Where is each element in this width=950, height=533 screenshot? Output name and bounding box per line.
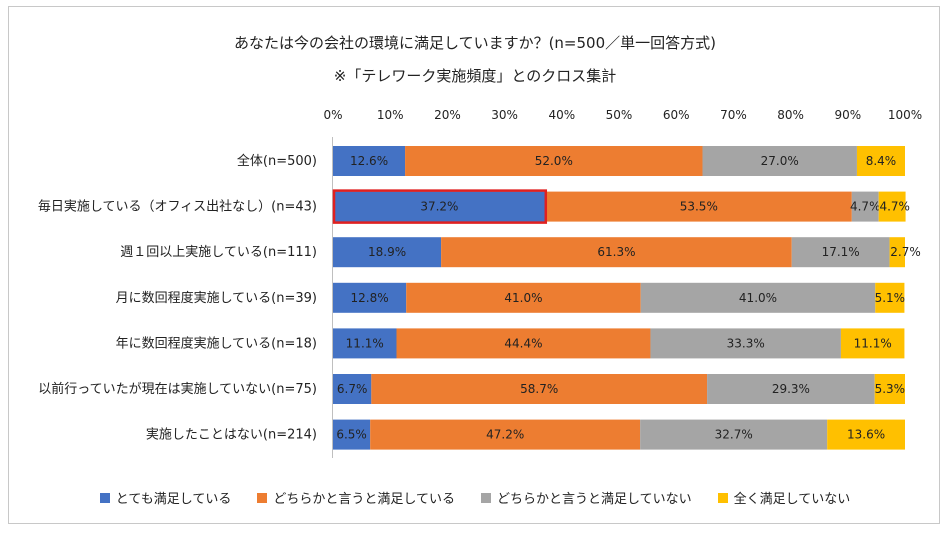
data-label: 4.7% <box>879 200 910 214</box>
data-label: 37.2% <box>420 200 458 214</box>
chart-legend: とても満足している どちらかと言うと満足している どちらかと言うと満足していない 全く… <box>0 488 950 507</box>
bar-segment <box>333 419 371 450</box>
legend-label: 全く満足していない <box>733 492 851 507</box>
data-label: 12.8% <box>351 291 389 305</box>
legend-swatch <box>99 492 110 503</box>
x-tick-label: 40% <box>548 108 575 122</box>
data-label: 18.9% <box>368 245 406 259</box>
data-label: 61.3% <box>597 245 635 259</box>
bar-segment <box>791 237 890 268</box>
legend-item: とても満足している <box>99 488 232 507</box>
x-tick-label: 60% <box>663 108 690 122</box>
chart-title: あなたは今の会社の環境に満足していますか？(n=500／単一回答方式) <box>234 34 716 52</box>
bar-segment <box>640 419 828 450</box>
category-label: 毎日実施している（オフィス出社なし）(n=43) <box>38 199 317 215</box>
bar-segment <box>874 374 905 404</box>
category-label: 以前行っていたが現在は実施していない(n=75) <box>38 381 317 397</box>
legend-label: どちらかと言うと満足している <box>273 492 455 507</box>
x-tick-label: 80% <box>777 108 804 122</box>
data-label: 11.1% <box>854 336 892 350</box>
legend-item: どちらかと言うと満足していない <box>480 488 692 507</box>
bar-segment <box>370 419 641 450</box>
data-label: 12.6% <box>350 154 388 168</box>
category-label: 実施したことはない(n=214) <box>146 427 317 443</box>
legend-swatch <box>717 492 728 503</box>
data-label: 6.5% <box>336 428 367 442</box>
x-tick-label: 70% <box>720 108 747 122</box>
legend-label: とても満足している <box>115 492 232 507</box>
data-label: 5.3% <box>875 382 906 396</box>
bar-segment <box>640 282 876 313</box>
bar-segment <box>333 237 442 268</box>
bar-segment <box>333 191 546 222</box>
bar-segment <box>371 374 708 404</box>
data-label: 29.3% <box>772 382 810 396</box>
bar-segment <box>405 146 703 176</box>
data-label: 47.2% <box>486 428 524 442</box>
data-label: 8.4% <box>866 154 897 168</box>
data-label: 2.7% <box>890 245 921 259</box>
x-tick-label: 10% <box>377 108 404 122</box>
bar-segment <box>441 237 792 268</box>
bar-segment <box>396 328 651 359</box>
data-label: 13.6% <box>847 428 885 442</box>
legend-item: 全く満足していない <box>717 488 851 507</box>
legend-swatch <box>480 492 491 503</box>
category-label: 週１回以上実施している(n=111) <box>120 244 317 260</box>
bar-segment <box>650 328 841 359</box>
bar-segment <box>545 191 852 222</box>
bar-segment <box>333 146 406 176</box>
data-label: 32.7% <box>715 428 753 442</box>
x-tick-label: 30% <box>491 108 518 122</box>
bar-segment <box>827 419 905 450</box>
data-label: 44.4% <box>504 336 542 350</box>
x-tick-label: 90% <box>834 108 861 122</box>
data-label: 6.7% <box>337 382 368 396</box>
legend-swatch <box>257 492 268 503</box>
bar-segment <box>702 146 857 176</box>
data-label: 41.0% <box>739 291 777 305</box>
category-label: 月に数回程度実施している(n=39) <box>116 290 317 306</box>
bar-segment <box>878 191 906 222</box>
data-label: 52.0% <box>535 154 573 168</box>
data-label: 41.0% <box>504 291 542 305</box>
bar-segment <box>333 374 372 404</box>
data-label: 4.7% <box>850 200 881 214</box>
data-label: 33.3% <box>727 336 765 350</box>
data-label: 5.1% <box>875 291 906 305</box>
highlight-box <box>332 189 548 224</box>
bar-segment <box>889 237 905 268</box>
legend-item: どちらかと言うと満足している <box>257 488 455 507</box>
chart-subtitle: ※「テレワーク実施頻度」とのクロス集計 <box>333 67 617 85</box>
bar-segment <box>851 191 879 222</box>
data-label: 11.1% <box>346 336 384 350</box>
legend-label: どちらかと言うと満足していない <box>496 492 692 507</box>
data-label: 53.5% <box>680 200 718 214</box>
x-tick-label: 20% <box>434 108 461 122</box>
data-label: 27.0% <box>761 154 799 168</box>
x-tick-label: 0% <box>323 108 342 122</box>
bar-segment <box>840 328 905 359</box>
bar-segment <box>856 146 905 176</box>
x-tick-label: 50% <box>606 108 633 122</box>
data-label: 58.7% <box>520 382 558 396</box>
bar-segment <box>406 282 641 313</box>
x-tick-label: 100% <box>888 108 922 122</box>
bar-segment <box>875 282 905 313</box>
category-label: 全体(n=500) <box>237 153 317 169</box>
bar-segment <box>333 328 397 359</box>
data-label: 17.1% <box>822 245 860 259</box>
bar-segment <box>707 374 875 404</box>
category-label: 年に数回程度実施している(n=18) <box>116 335 317 351</box>
bar-segment <box>333 282 407 313</box>
